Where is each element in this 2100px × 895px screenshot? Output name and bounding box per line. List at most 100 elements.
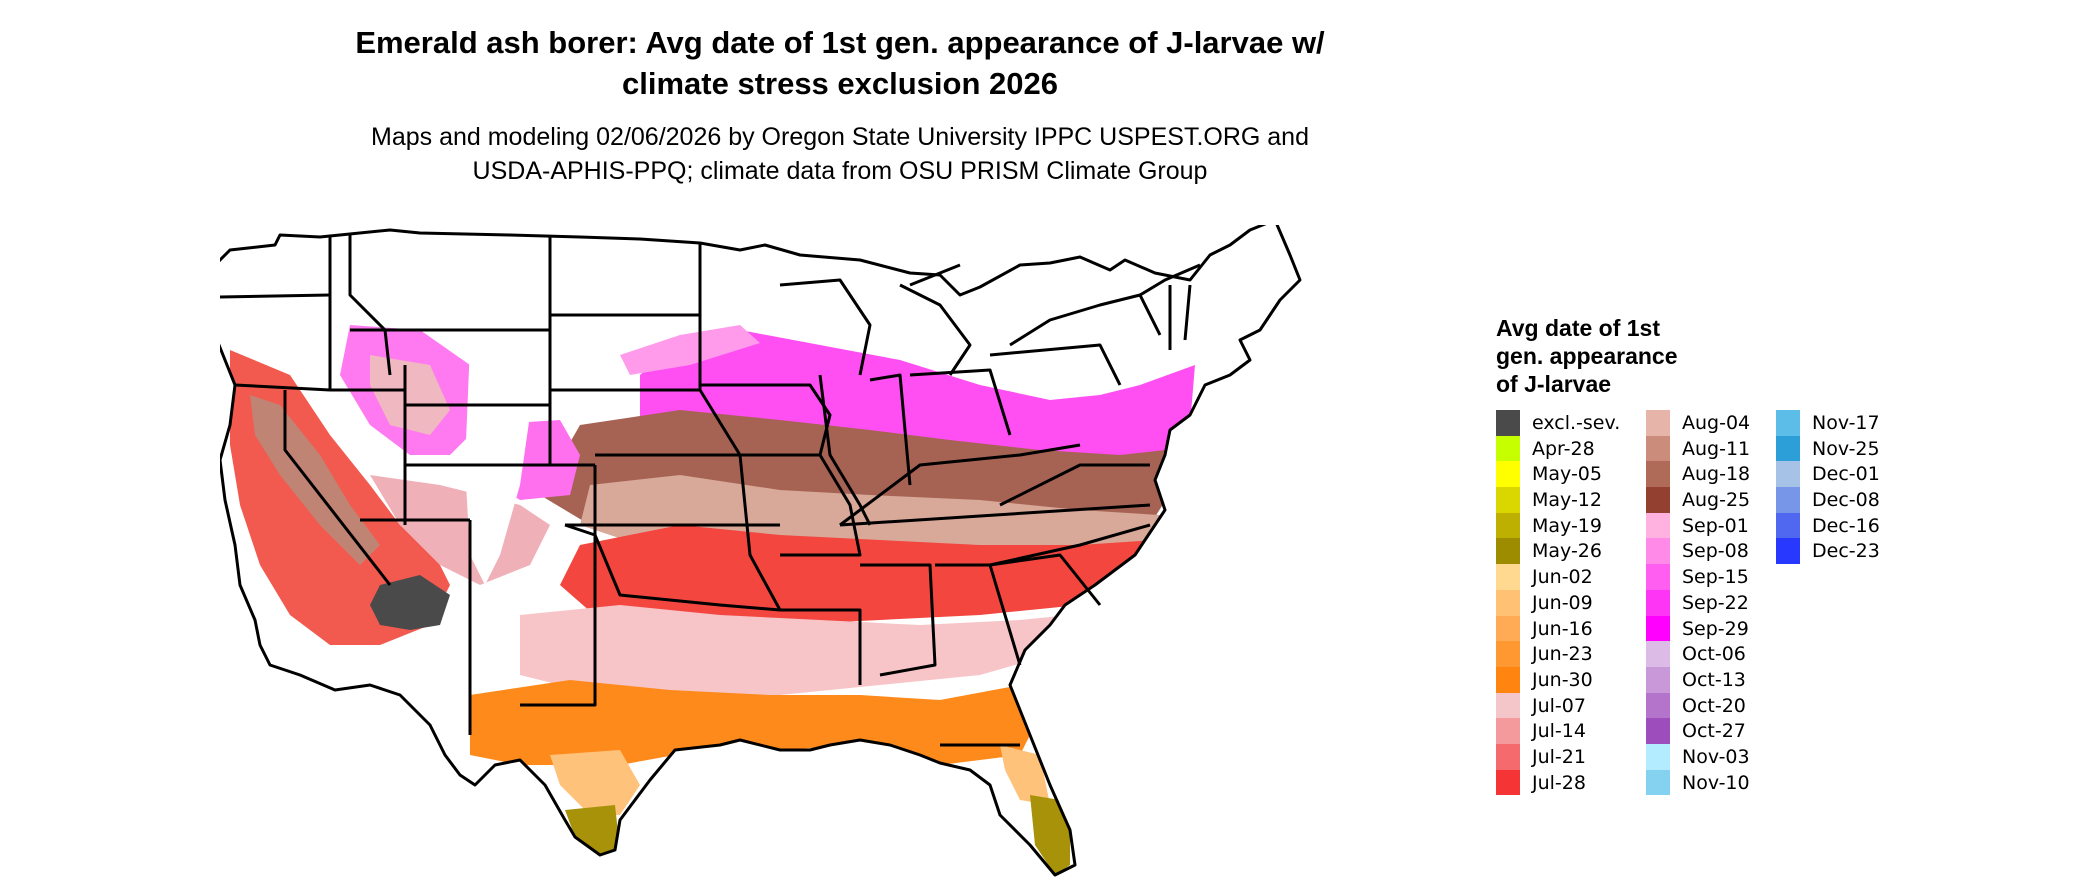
zone-may-tx: [565, 805, 620, 855]
legend-swatch: [1646, 692, 1670, 719]
legend-swatch: [1646, 538, 1670, 565]
legend-label: Oct-20: [1682, 694, 1746, 717]
border-pa: [989, 343, 1122, 386]
legend-label: Jul-21: [1532, 745, 1586, 768]
legend-swatch: [1776, 435, 1800, 462]
legend-label: Oct-27: [1682, 720, 1746, 743]
legend-label: Jun-09: [1532, 591, 1593, 614]
legend-label: Jun-02: [1532, 566, 1593, 589]
legend-swatch: [1646, 769, 1670, 796]
legend-swatch: [1776, 538, 1800, 565]
legend-swatch: [1496, 641, 1520, 667]
border-oh: [909, 368, 1012, 436]
border-ok-tx: [564, 523, 781, 612]
zone-sep-light: [620, 325, 760, 375]
legend-label: Nov-03: [1682, 745, 1750, 768]
zone-west-brown: [250, 395, 380, 565]
legend-swatch: [1646, 718, 1670, 744]
legend-label: Sep-15: [1682, 566, 1749, 589]
border-va: [999, 463, 1150, 507]
legend-title-line-2: gen. appearance: [1496, 343, 1678, 369]
legend-label: Aug-04: [1682, 412, 1751, 434]
border-id-mt: [348, 235, 392, 376]
us-outline: [220, 225, 1302, 877]
legend-swatch: [1776, 461, 1800, 488]
border-ga: [989, 553, 1102, 606]
legend-label: excl.-sev.: [1532, 412, 1621, 434]
state-borders: [220, 225, 1302, 877]
zone-may-fl: [1030, 795, 1070, 875]
zone-aug-light: [580, 475, 1160, 545]
border-in: [869, 373, 912, 486]
legend-label: Jul-28: [1532, 771, 1586, 794]
border-ms: [860, 563, 937, 677]
legend-swatch: [1646, 435, 1670, 462]
subtitle-line-2: USDA-APHIS-PPQ; climate data from OSU PR…: [472, 157, 1208, 185]
legend-label: Oct-13: [1682, 668, 1746, 691]
border-wa-or: [220, 293, 331, 299]
legend-swatch: [1776, 410, 1800, 436]
legend-label: Sep-01: [1682, 514, 1749, 537]
legend-swatch: [1646, 666, 1670, 693]
legend-swatch: [1496, 692, 1520, 719]
legend-label: Aug-18: [1682, 463, 1751, 486]
border-ny: [1009, 293, 1162, 347]
border-wi-mi: [779, 278, 872, 376]
legend-swatch: [1646, 615, 1670, 642]
legend-swatch: [1496, 487, 1520, 513]
legend-swatch: [1646, 512, 1670, 539]
legend-label: Jun-16: [1532, 617, 1593, 640]
legend-swatch: [1496, 564, 1520, 590]
zone-jul-late: [560, 525, 1155, 625]
legend-label: Jun-30: [1532, 668, 1593, 691]
subtitle-line-1: Maps and modeling 02/06/2026 by Oregon S…: [371, 123, 1309, 151]
legend-label: Dec-16: [1812, 514, 1880, 537]
map-title: Emerald ash borer: Avg date of 1st gen. …: [240, 22, 1440, 104]
legend: excl.-sev. Apr-28 May-05 May-12 May-19 May-26…: [1496, 410, 2056, 802]
legend-swatch: [1646, 641, 1670, 667]
legend-label: Apr-28: [1532, 437, 1595, 460]
title-line-2: climate stress exclusion 2026: [622, 66, 1058, 101]
legend-swatch: [1496, 718, 1520, 744]
legend-swatch: [1496, 435, 1520, 462]
legend-label: Dec-23: [1812, 540, 1880, 563]
legend-swatch: [1776, 487, 1800, 513]
legend-swatch: [1646, 410, 1670, 436]
legend-swatch: [1496, 615, 1520, 642]
border-tn-ky: [839, 503, 1151, 527]
us-phenology-map: [220, 225, 1302, 877]
legend-label: Jun-23: [1532, 643, 1593, 666]
legend-swatch: [1646, 743, 1670, 770]
legend-label: Nov-10: [1682, 771, 1750, 794]
legend-label: May-26: [1532, 540, 1602, 563]
border-or-ca: [234, 383, 331, 392]
legend-label: Aug-11: [1682, 437, 1751, 460]
legend-label: Jul-07: [1532, 694, 1586, 717]
legend-swatch: [1496, 410, 1520, 436]
zone-jun: [470, 680, 1050, 765]
legend-label: Sep-29: [1682, 617, 1749, 640]
legend-label: Sep-08: [1682, 540, 1749, 563]
legend-label: May-19: [1532, 514, 1602, 537]
title-line-1: Emerald ash borer: Avg date of 1st gen. …: [355, 25, 1325, 60]
legend-label: Aug-25: [1682, 489, 1751, 512]
legend-swatch: [1496, 512, 1520, 539]
legend-label: Jul-14: [1532, 720, 1586, 743]
legend-label: Dec-01: [1812, 463, 1880, 486]
legend-swatch: [1496, 589, 1520, 616]
legend-title: Avg date of 1st gen. appearance of J-lar…: [1496, 314, 1756, 398]
border-nm-tx: [520, 465, 597, 707]
legend-swatch: [1496, 538, 1520, 565]
border-nc-sc: [989, 523, 1151, 567]
zone-sep: [640, 330, 1195, 475]
border-ar-la: [780, 608, 862, 685]
legend-swatch: [1496, 666, 1520, 693]
legend-title-line-3: of J-larvae: [1496, 371, 1612, 397]
border-nv: [283, 390, 392, 586]
legend-label: Sep-22: [1682, 591, 1749, 614]
legend-swatch: [1496, 769, 1520, 796]
legend-swatch: [1496, 461, 1520, 488]
legend-label: Dec-08: [1812, 489, 1880, 512]
legend-swatch: [1776, 512, 1800, 539]
border-ky-north: [839, 443, 1081, 527]
